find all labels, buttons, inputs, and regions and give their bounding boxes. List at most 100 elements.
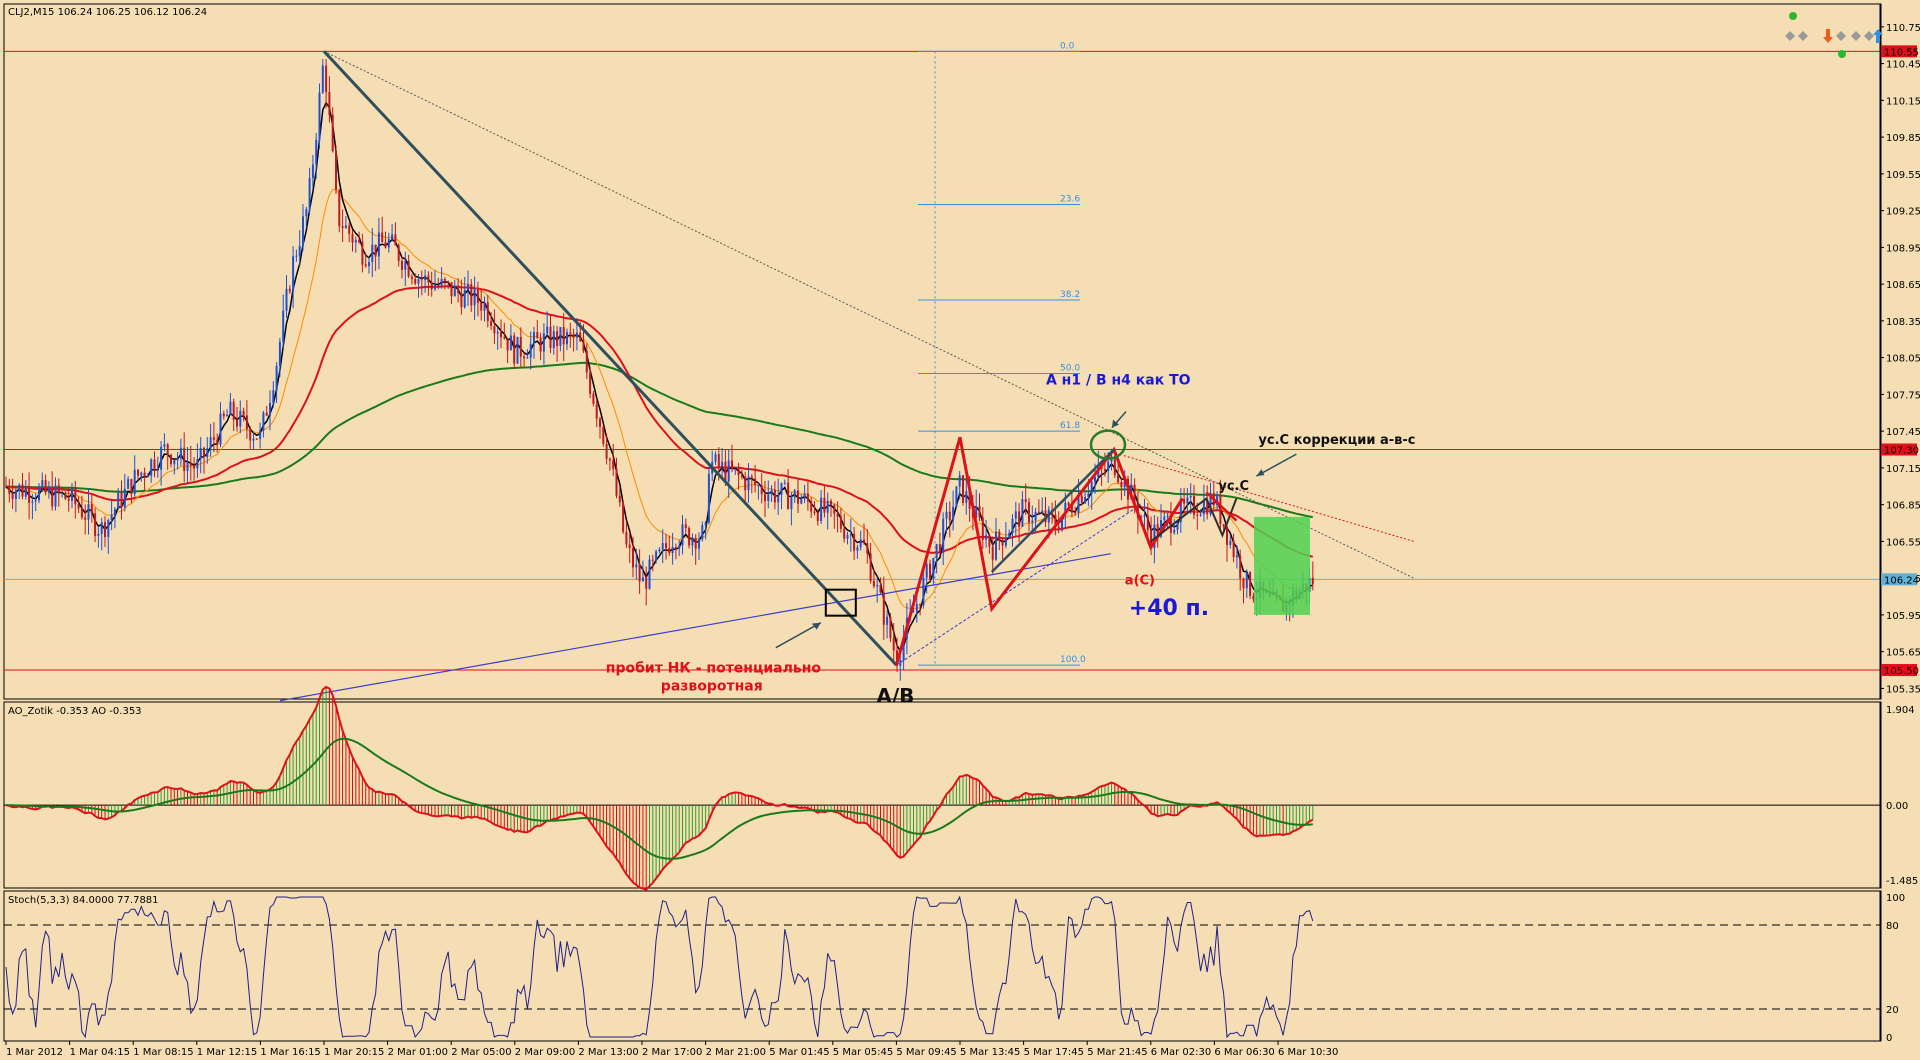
candle-body [830,500,832,505]
candle-body [787,482,790,510]
candle-body [229,401,232,415]
candle-body [981,517,984,540]
price-tag-label: 107.30 [1884,446,1919,457]
candle-body [1219,494,1222,525]
time-tick-label: 2 Mar 21:00 [706,1047,766,1058]
candle-body [813,511,816,513]
long-trendline-dotted [323,50,1414,579]
candle-body [404,260,407,270]
candle-body [77,504,80,509]
candle-body [87,504,90,520]
candle-body [1008,532,1011,539]
candle-body [97,533,100,536]
ao-indicator-pane[interactable]: AO_Zotik -0.353 AO -0.353 1.904 0.00 -1.48… [3,685,1918,891]
fibo-level-label: 23.6 [1060,194,1080,204]
candle-body [886,616,889,625]
price-tick-label: 105.95 [1886,611,1920,622]
candle-body [562,327,565,345]
grey-diamond-icon[interactable] [1798,31,1808,41]
candle-body [1080,495,1083,504]
ema-mid-line [5,285,1314,558]
candle-body [437,285,440,287]
candle-body [1245,572,1248,589]
candle-body [724,461,727,482]
price-tick-label: 106.85 [1886,501,1920,512]
candle-body [315,139,318,165]
candle-body [691,538,694,546]
green-highlight-circle[interactable] [1089,429,1127,460]
candle-body [1140,516,1143,518]
candle-body [278,341,281,367]
time-tick-label: 5 Mar 05:45 [833,1047,893,1058]
ao-axis: 1.904 0.00 -1.485 [1879,702,1918,888]
candle-body [500,331,502,338]
candle-body [932,558,935,579]
candle-body [632,548,634,568]
grey-diamond-icon[interactable] [1836,31,1846,41]
time-tick-label: 1 Mar 20:15 [324,1047,384,1058]
breakout-arrow-head [811,622,821,630]
orange-arrow-down-icon[interactable] [1823,29,1833,43]
stoch-indicator-pane[interactable]: Stoch(5,3,3) 84.0000 77.7881 100 80 20 0 [3,890,1905,1044]
candle-body [64,492,67,500]
candle-body [394,234,397,246]
candle-body [645,577,648,589]
candle-body [1239,555,1242,579]
annotation-top: А н1 / В н4 как ТО [1046,373,1191,389]
candle-body [744,476,747,491]
annotation-correction: ус.С коррекции а-в-с [1258,433,1415,448]
main-price-pane[interactable]: CLJ2,M15 106.24 106.25 106.12 106.24 0.0… [3,3,1920,708]
candle-body [179,447,182,459]
grey-diamond-icon[interactable] [1851,31,1861,41]
candle-body [18,484,21,491]
candle-body [523,356,526,359]
candle-body [938,544,941,553]
candlesticks [5,58,1314,681]
candle-body [146,475,149,477]
candle-body [820,497,823,521]
candle-body [1183,499,1186,504]
candle-body [173,460,176,465]
blue-support-line [279,553,1111,702]
candle-body [1199,514,1202,516]
candle-body [985,535,988,540]
candle-body [123,488,126,508]
candle-body [226,414,229,417]
candle-body [506,338,509,351]
candle-body [1229,540,1232,545]
candle-body [533,331,535,344]
candle-body [549,326,552,348]
candle-body [731,460,733,470]
candle-body [222,413,225,417]
grey-diamond-icon[interactable] [1785,31,1795,41]
main-pane-frame [3,3,1882,700]
candle-body [232,401,235,420]
grey-diamond-icon[interactable] [1864,31,1874,41]
symbol-info: CLJ2,M15 106.24 106.25 106.12 106.24 [8,7,207,18]
candle-body [704,522,707,526]
fibonacci-retracement[interactable]: 0.0 23.6 38.2 50.0 61.8 100.0 [918,41,1086,666]
candle-body [991,546,994,560]
candle-body [1113,456,1116,475]
candle-body [747,476,750,491]
candle-body [275,366,278,391]
candle-body [585,351,588,373]
candle-body [34,500,37,502]
candle-body [156,469,159,471]
candle-body [269,402,271,416]
chart-toolbar-icons[interactable] [1785,12,1883,58]
candle-body [638,564,641,582]
analysis-drawings[interactable]: А н1 / В н4 как ТО ус.С коррекции а-в-с ус… [279,50,1415,708]
candle-body [866,543,869,554]
candle-body [100,522,103,534]
candle-body [1146,515,1149,530]
candle-body [503,337,506,339]
stochastic-oscillator [4,895,1880,1039]
candle-body [929,563,931,579]
blue-arrow-up-icon[interactable] [1873,29,1883,43]
price-axis[interactable]: 110.75 110.45 110.15 109.85 109.55 109.25 108.… [1879,4,1920,699]
breakout-box[interactable] [824,588,857,617]
candle-body [843,528,846,539]
candle-body [28,488,31,503]
